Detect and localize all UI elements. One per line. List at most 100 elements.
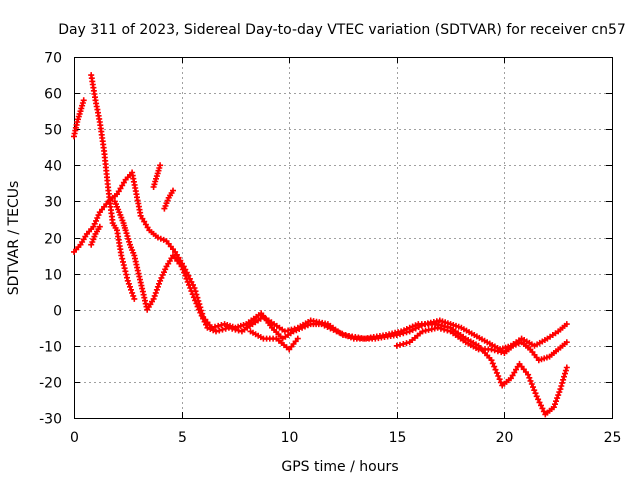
x-tick-label: 0 [70,430,79,446]
data-point [222,325,229,332]
data-point [192,297,199,304]
data-point [526,374,533,381]
y-tick-label: -20 [39,376,62,392]
data-point [179,266,186,273]
data-point [558,383,565,389]
y-axis-label: SDTVAR / TECUs [6,181,22,296]
data-point [219,326,226,333]
series-sat-b [88,72,138,302]
data-point [495,373,502,379]
data-point [157,162,164,169]
data-point [294,335,301,342]
data-point [556,389,563,396]
data-point [225,324,232,331]
data-point [189,291,196,298]
data-point [559,379,566,386]
data-point [122,227,129,234]
y-tick-label: -10 [39,340,62,356]
data-point [128,286,134,293]
data-point [563,321,570,328]
data-point [150,295,157,302]
y-tick-label: 40 [44,159,62,175]
data-point [186,281,192,288]
data-point [560,376,567,383]
y-tick-label: 20 [44,232,62,248]
data-point [562,367,569,374]
data-point [562,370,568,377]
data-point [215,322,222,329]
data-point [528,381,535,387]
data-point [553,398,559,405]
data-point [130,292,137,299]
data-marks [71,72,570,418]
data-point [552,401,558,408]
data-point [437,325,444,332]
data-point [493,369,500,376]
y-tick-label: 60 [44,87,62,103]
data-point [187,285,194,291]
tick-labels: 0 5 10 15 20 25 -30 -20 -10 0 10 20 30 40 50 60 70 [39,51,621,447]
data-point [491,347,498,354]
data-point [492,366,499,373]
data-point [397,341,403,348]
data-point [532,390,539,397]
data-point [151,292,158,299]
data-point [178,263,185,270]
data-point [156,280,162,287]
x-axis-label: GPS time / hours [281,459,398,475]
data-point [491,363,498,370]
series-sat-i [393,324,570,364]
data-point [183,275,190,282]
x-tick-label: 25 [604,430,622,446]
series-sat-g [88,223,103,248]
data-point [434,324,441,331]
data-point [398,328,405,335]
data-point [403,340,410,347]
data-point [127,283,133,290]
data-point [125,280,132,287]
data-point [131,295,138,302]
data-point [550,404,557,411]
chart-title: Day 311 of 2023, Sidereal Day-to-day VTE… [58,22,626,38]
data-point [535,396,542,403]
data-point [488,357,495,364]
data-point [126,238,133,245]
y-tick-label: 50 [44,123,62,139]
data-point [494,348,501,355]
data-point [124,277,131,284]
data-point [400,341,407,347]
data-point [561,373,567,380]
series-sat-d [71,97,87,140]
data-point [188,288,195,295]
data-point [152,289,159,296]
data-point [181,269,188,276]
series-sat-h [247,328,301,353]
data-point [153,286,160,293]
data-point [496,376,503,383]
x-tick-label: 5 [178,430,187,446]
data-point [510,342,516,349]
data-point [182,272,189,279]
data-point [213,328,219,335]
series-sat-f [161,187,176,212]
data-point [497,379,504,386]
data-point [229,325,236,332]
data-point [129,289,136,296]
data-point [80,97,87,104]
data-point [554,395,561,402]
data-point [288,326,295,333]
data-point [235,327,242,334]
data-point [194,303,201,310]
data-point [530,384,536,391]
data-point [285,327,292,334]
data-point [557,386,564,393]
y-tick-label: 10 [44,268,62,284]
data-point [193,300,200,307]
data-point [216,327,223,334]
data-point [118,252,125,259]
data-point [563,364,570,371]
data-point [154,283,161,290]
grid-lines [74,57,612,418]
data-point [190,294,197,301]
